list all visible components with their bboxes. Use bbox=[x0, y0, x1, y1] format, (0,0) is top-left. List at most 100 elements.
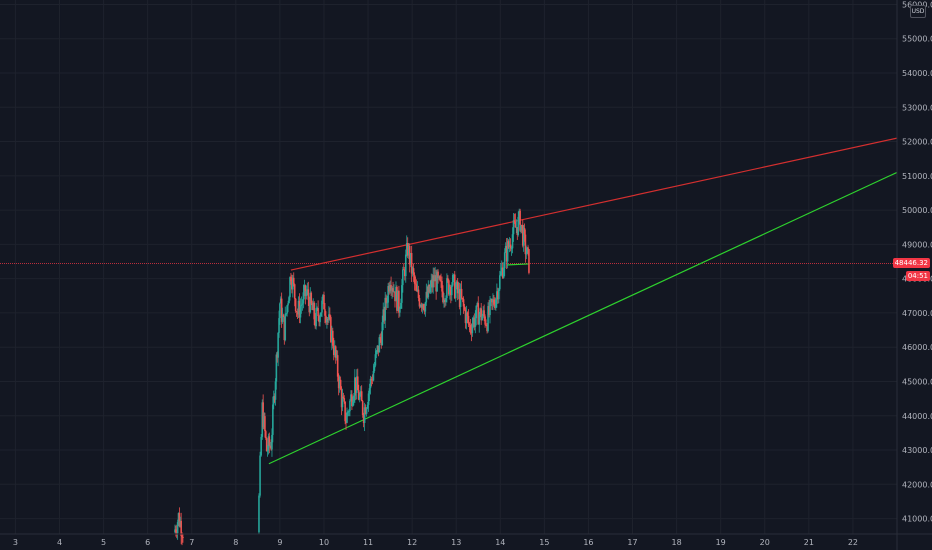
candle-body bbox=[522, 228, 525, 246]
candle-body bbox=[264, 431, 267, 439]
candle-body bbox=[332, 345, 335, 355]
candle-body bbox=[416, 289, 419, 292]
x-tick-label: 4 bbox=[57, 538, 62, 547]
candle-body bbox=[290, 277, 292, 282]
candle-body bbox=[514, 221, 517, 228]
candle-body bbox=[259, 455, 261, 496]
candle-body bbox=[418, 298, 421, 307]
candle-body bbox=[271, 434, 273, 450]
candle-body bbox=[308, 299, 311, 313]
candle-body bbox=[263, 416, 265, 428]
candle-body bbox=[311, 303, 314, 310]
candle-body bbox=[462, 299, 465, 307]
candle-body bbox=[338, 379, 341, 389]
candle-body bbox=[277, 332, 279, 358]
trendline-support[interactable] bbox=[268, 171, 898, 465]
candle-countdown-label: 04:51 bbox=[905, 271, 930, 282]
trendline-resistance[interactable] bbox=[290, 137, 898, 271]
candle-body bbox=[414, 283, 417, 285]
candle-body bbox=[486, 324, 488, 332]
candle-body bbox=[359, 391, 362, 396]
candle-body bbox=[281, 315, 284, 322]
candle-body bbox=[502, 268, 505, 278]
candle-body bbox=[305, 291, 308, 297]
candle-body bbox=[361, 401, 364, 416]
candle-body bbox=[383, 309, 386, 321]
candle-body bbox=[384, 297, 386, 321]
chart-grid bbox=[0, 0, 897, 534]
candle-body bbox=[445, 298, 447, 303]
candle-body bbox=[490, 299, 492, 301]
candle-body bbox=[482, 310, 484, 317]
candle-body bbox=[175, 529, 177, 533]
candle-body bbox=[395, 286, 397, 302]
x-tick-label: 18 bbox=[672, 538, 682, 547]
candle-body bbox=[347, 411, 349, 413]
candle-body bbox=[355, 377, 357, 393]
candle-body bbox=[415, 284, 418, 292]
candle-body bbox=[378, 337, 381, 353]
candle-body bbox=[362, 415, 365, 423]
candlestick-series bbox=[174, 208, 530, 546]
candle-body bbox=[266, 450, 269, 452]
trendline-layer[interactable] bbox=[0, 137, 898, 465]
candle-body bbox=[380, 338, 383, 346]
candle-body bbox=[287, 303, 289, 306]
candle-body bbox=[279, 298, 282, 304]
candle-body bbox=[340, 389, 343, 408]
candle-body bbox=[322, 294, 324, 301]
candle-body bbox=[365, 408, 368, 414]
candle-body bbox=[376, 345, 379, 351]
candle-body bbox=[396, 286, 398, 311]
candle-body bbox=[358, 395, 361, 400]
candle-body bbox=[262, 402, 264, 428]
candle-body bbox=[457, 289, 460, 294]
candle-body bbox=[315, 308, 317, 327]
candle-body bbox=[370, 378, 373, 380]
candle-body bbox=[437, 271, 439, 278]
candle-body bbox=[182, 536, 184, 539]
candle-body bbox=[379, 337, 382, 339]
candle-body bbox=[448, 280, 450, 295]
candle-body bbox=[342, 396, 345, 399]
candle-body bbox=[285, 313, 287, 315]
candle-body bbox=[492, 299, 494, 303]
candle-body bbox=[489, 300, 491, 316]
currency-badge[interactable]: USD bbox=[910, 5, 926, 18]
candle-body bbox=[434, 275, 436, 282]
candle-body bbox=[397, 290, 399, 311]
y-tick-label: 52000.00 bbox=[902, 138, 932, 147]
candle-body bbox=[465, 312, 468, 324]
x-tick-label: 9 bbox=[277, 538, 282, 547]
candle-body bbox=[408, 246, 411, 265]
candle-body bbox=[357, 390, 360, 400]
x-tick-label: 8 bbox=[233, 538, 238, 547]
candle-body bbox=[406, 243, 409, 256]
candle-body bbox=[319, 316, 321, 323]
trendline-support-short[interactable] bbox=[506, 263, 529, 266]
candle-body bbox=[327, 318, 329, 320]
candle-body bbox=[278, 318, 280, 333]
candle-body bbox=[469, 325, 472, 331]
candle-body bbox=[288, 297, 290, 304]
candle-body bbox=[526, 247, 528, 254]
y-tick-label: 54000.00 bbox=[902, 69, 932, 78]
candle-body bbox=[483, 310, 485, 317]
candle-body bbox=[444, 300, 446, 303]
candle-body bbox=[516, 227, 519, 236]
y-tick-label: 46000.00 bbox=[902, 343, 932, 352]
x-tick-label: 11 bbox=[363, 538, 373, 547]
current-price-label: 48446.32 bbox=[892, 258, 930, 269]
candle-body bbox=[454, 287, 457, 299]
candle-body bbox=[269, 445, 272, 447]
candle-body bbox=[456, 281, 459, 294]
candle-body bbox=[309, 292, 312, 313]
candle-body bbox=[336, 355, 339, 377]
candle-body bbox=[307, 289, 310, 300]
candle-body bbox=[316, 308, 318, 309]
y-tick-label: 42000.00 bbox=[902, 480, 932, 489]
candle-body bbox=[297, 300, 300, 315]
candle-body bbox=[181, 535, 183, 537]
candle-body bbox=[474, 318, 477, 327]
